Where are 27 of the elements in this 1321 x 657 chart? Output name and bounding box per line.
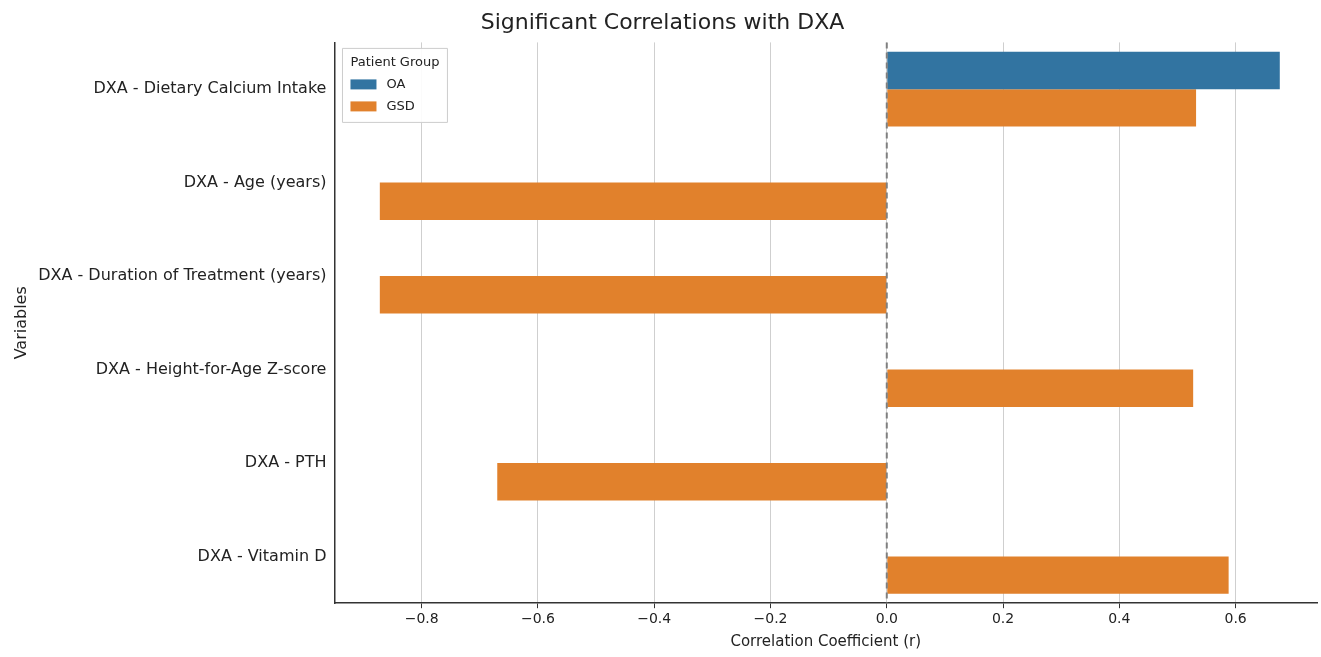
x-tick-label: −0.2 [753, 610, 788, 627]
x-axis-title: Correlation Coefficient (r) [730, 631, 922, 650]
x-tick-label: −0.4 [637, 610, 672, 627]
y-tick-label: DXA - Dietary Calcium Intake [93, 78, 327, 98]
bar [887, 89, 1197, 127]
y-tick-label: DXA - PTH [244, 452, 327, 472]
x-tick-label: 0.4 [1108, 610, 1131, 627]
x-tick-label: 0.0 [875, 610, 898, 627]
y-tick-label: DXA - Duration of Treatment (years) [38, 265, 327, 285]
x-tick-label: 0.2 [991, 610, 1015, 627]
bar [379, 276, 887, 314]
x-tick-label: −0.6 [520, 610, 556, 627]
legend-label: OA [386, 75, 406, 91]
bar [887, 51, 1280, 90]
bar [379, 182, 887, 220]
y-tick-label: DXA - Vitamin D [197, 545, 327, 565]
x-tick-label: 0.6 [1224, 610, 1247, 627]
y-axis-title: Variables [10, 286, 30, 360]
bar [497, 463, 887, 501]
y-tick-label: DXA - Height-for-Age Z-score [95, 358, 327, 378]
legend-title: Patient Group [350, 53, 440, 69]
y-tick-label: DXA - Age (years) [183, 171, 327, 191]
bar [887, 556, 1229, 594]
bar [887, 369, 1194, 407]
x-tick-label: −0.8 [404, 610, 439, 627]
chart-title: Significant Correlations with DXA [480, 8, 845, 34]
legend-label: GSD [386, 97, 415, 113]
